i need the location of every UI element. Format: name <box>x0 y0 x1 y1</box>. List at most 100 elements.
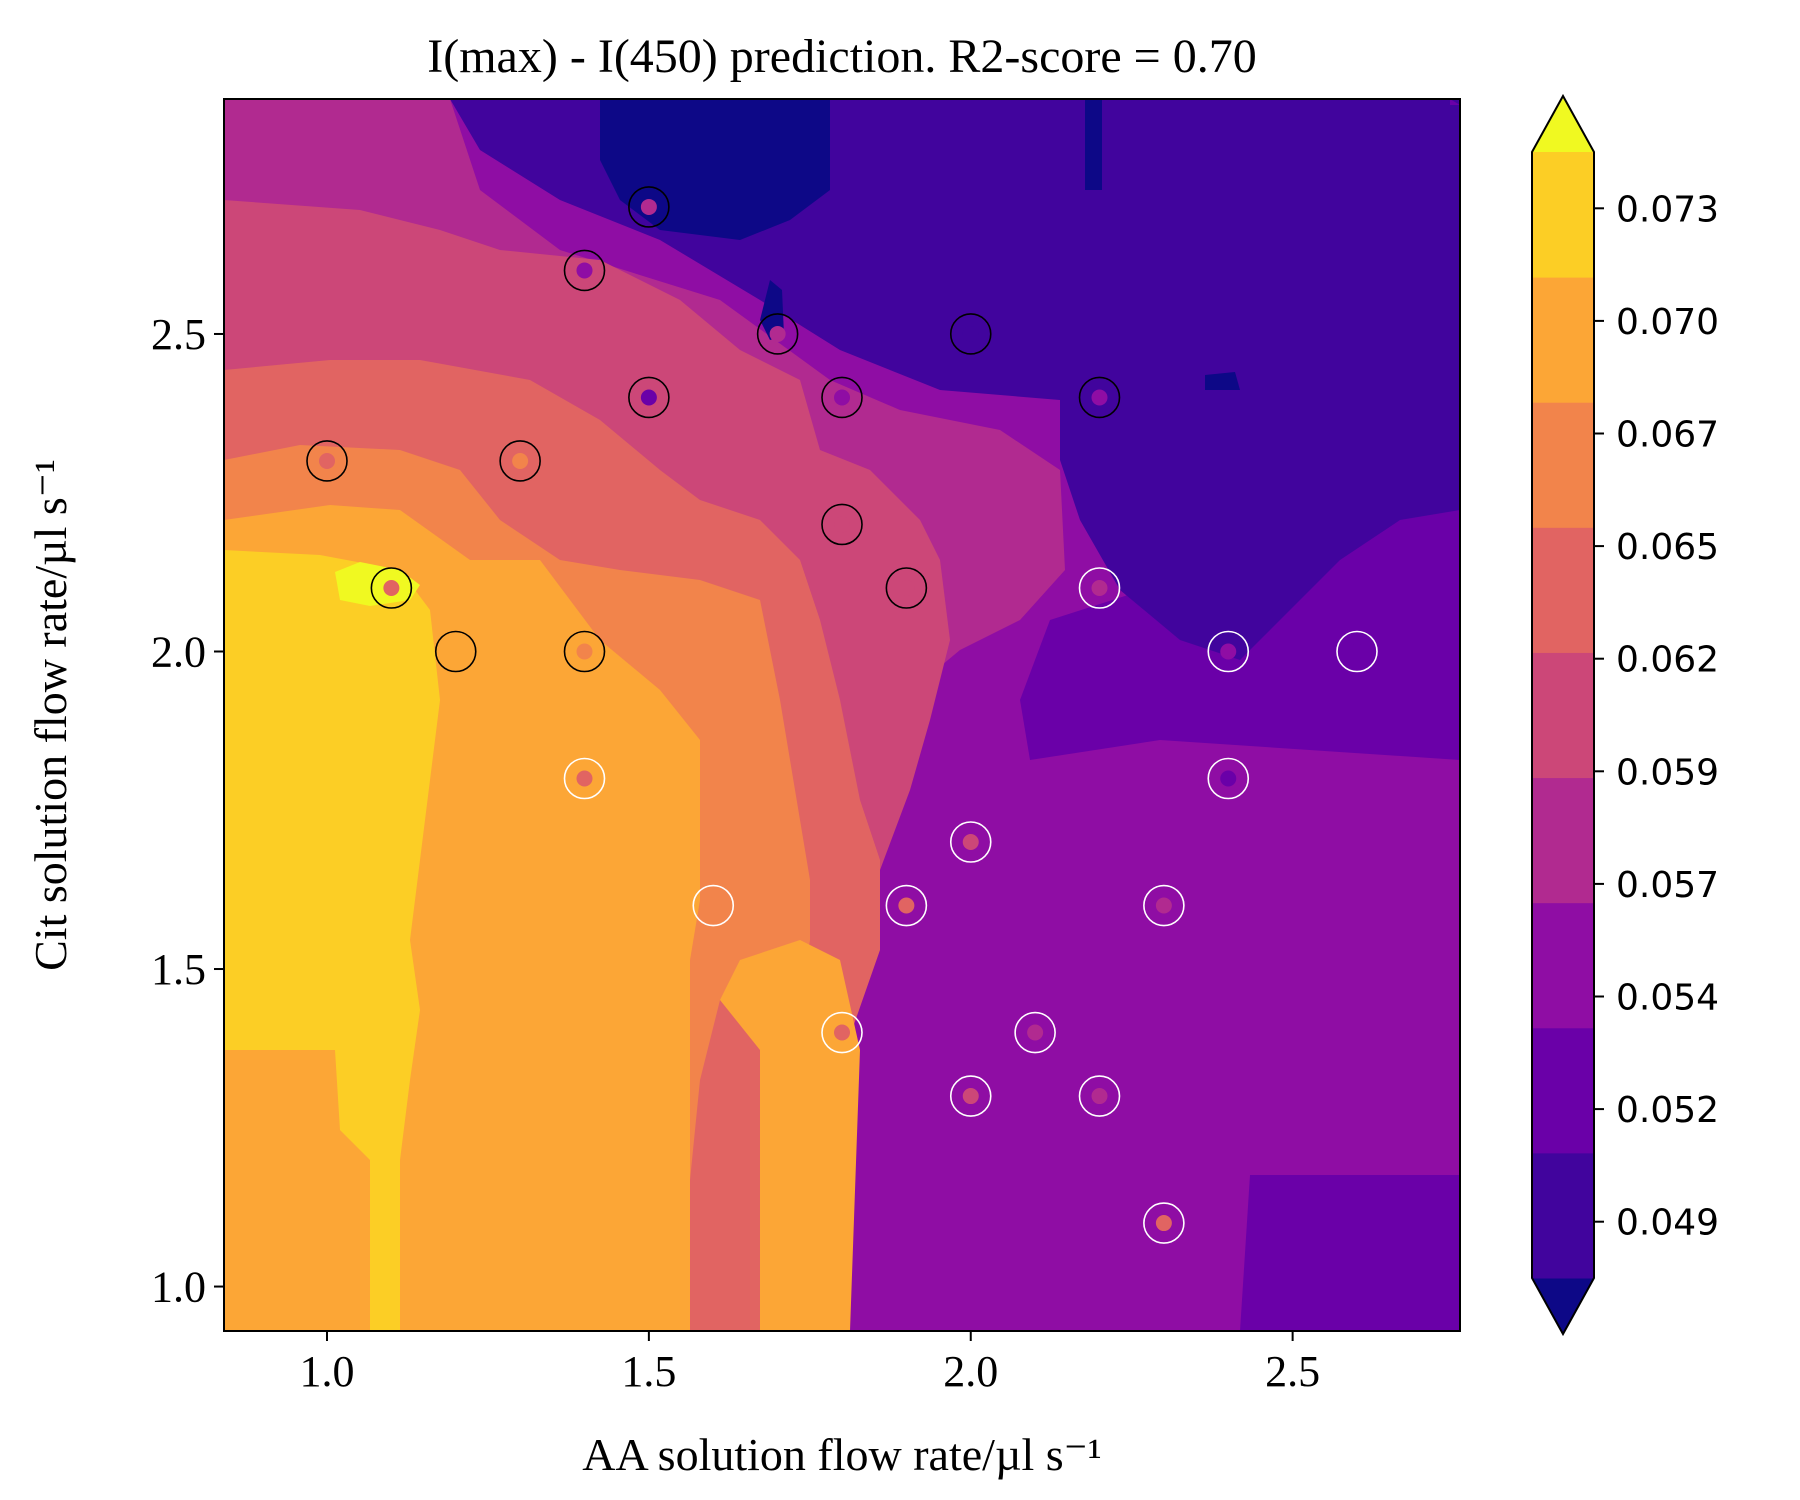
colorbar-band-4 <box>1532 652 1594 779</box>
y-tick-label-3: 2.5 <box>151 310 206 359</box>
point-15 <box>1220 643 1237 660</box>
point-ring-20 <box>692 884 735 927</box>
point-ring-25 <box>949 1075 992 1117</box>
contour-region-9 <box>224 550 440 1331</box>
contour-region-10 <box>335 562 420 606</box>
point-1 <box>383 579 400 596</box>
observation-points <box>306 186 1378 1244</box>
point-ring-24 <box>1014 1011 1056 1054</box>
x-tick-label-2: 2.0 <box>943 1347 998 1396</box>
point-23 <box>834 1024 850 1041</box>
point-ring-3 <box>499 440 541 482</box>
point-ring-5 <box>563 630 606 673</box>
colorbar-band-2 <box>1532 902 1594 1029</box>
colorbar-band-1 <box>1532 1027 1594 1154</box>
point-9 <box>834 389 850 406</box>
plot-frame <box>223 98 1461 1332</box>
point-26 <box>1091 1088 1108 1105</box>
point-5 <box>576 643 593 660</box>
point-ring-13 <box>1078 376 1121 419</box>
colorbar-band-3 <box>1532 777 1594 904</box>
contour-fill <box>224 99 1460 1331</box>
x-tick-label-1: 1.5 <box>621 1347 676 1396</box>
contour-region-1 <box>1020 440 1460 1331</box>
contour-pocket-2 <box>1085 99 1102 190</box>
colorbar-tick-label-8: 0.070 <box>1616 302 1719 343</box>
point-ring-4 <box>563 249 606 292</box>
plot-area <box>223 98 1461 1332</box>
point-27 <box>1155 1215 1172 1232</box>
colorbar-extend-top <box>1532 96 1594 152</box>
colorbar-band-7 <box>1532 277 1594 403</box>
point-ring-6 <box>628 186 670 228</box>
colorbar-tick-label-6: 0.065 <box>1616 527 1719 568</box>
point-ring-7 <box>628 376 670 419</box>
point-ring-15 <box>1207 630 1250 673</box>
colorbar-tick-label-9: 0.073 <box>1616 189 1719 230</box>
point-ring-23 <box>821 1011 863 1054</box>
point-ring-19 <box>949 821 992 863</box>
point-ring-10 <box>821 503 863 546</box>
point-4 <box>576 262 593 279</box>
colorbar-frame <box>1531 93 1595 1337</box>
point-ring-26 <box>1078 1075 1121 1117</box>
point-12 <box>962 325 979 342</box>
point-3 <box>512 452 529 469</box>
colorbar: 0.049 0.052 0.054 0.057 0.059 0.062 0.065 0.067… <box>1531 93 1719 1337</box>
point-ring-16 <box>1336 630 1378 673</box>
point-0 <box>319 452 335 469</box>
point-19 <box>962 834 979 851</box>
point-ring-1 <box>370 567 413 609</box>
point-ring-21 <box>885 884 928 927</box>
contour-pocket-5 <box>1450 99 1460 105</box>
contour-pocket-0 <box>450 99 1460 660</box>
point-18 <box>576 770 593 787</box>
point-21 <box>898 897 915 914</box>
point-22 <box>1155 897 1172 914</box>
point-7 <box>640 389 657 406</box>
x-tick-label-0: 1.0 <box>300 1347 355 1396</box>
point-25 <box>962 1088 979 1105</box>
point-20 <box>705 897 722 914</box>
contour-pocket-4 <box>1205 372 1240 390</box>
y-axis-label: Cit solution flow rate/µl s⁻¹ <box>25 459 76 971</box>
point-16 <box>1349 643 1365 660</box>
colorbar-band-8 <box>1532 152 1594 278</box>
point-14 <box>1091 579 1108 596</box>
colorbar-tick-label-0: 0.049 <box>1616 1203 1719 1244</box>
point-24 <box>1027 1024 1044 1041</box>
point-6 <box>640 198 657 215</box>
x-axis: 1.0 1.5 2.0 2.5 <box>300 1331 1320 1396</box>
colorbar-tick-label-3: 0.057 <box>1616 865 1719 906</box>
point-ring-18 <box>563 757 606 800</box>
colorbar-tick-label-2: 0.054 <box>1616 978 1719 1019</box>
point-ring-0 <box>306 440 348 482</box>
colorbar-tick-label-5: 0.062 <box>1616 640 1719 681</box>
x-axis-label: AA solution flow rate/µl s⁻¹ <box>582 1429 1101 1480</box>
point-ring-12 <box>949 313 992 355</box>
point-8 <box>769 325 786 342</box>
point-ring-27 <box>1143 1202 1185 1244</box>
colorbar-tick-label-7: 0.067 <box>1616 415 1719 456</box>
point-17 <box>1220 770 1237 787</box>
point-10 <box>834 516 850 533</box>
point-ring-17 <box>1207 757 1250 800</box>
x-tick-label-3: 2.5 <box>1265 1347 1320 1396</box>
point-13 <box>1091 389 1108 406</box>
point-ring-11 <box>885 567 928 609</box>
point-2 <box>447 643 464 660</box>
y-tick-label-0: 1.0 <box>151 1263 206 1312</box>
y-tick-label-2: 2.0 <box>151 627 206 676</box>
colorbar-band-0 <box>1532 1152 1594 1279</box>
y-tick-label-1: 1.5 <box>151 945 206 994</box>
contour-region-8 <box>720 940 860 1331</box>
point-ring-22 <box>1143 884 1185 927</box>
y-axis: 1.0 1.5 2.0 2.5 <box>151 310 224 1312</box>
chart-title: I(max) - I(450) prediction. R2-score = 0… <box>427 30 1256 83</box>
colorbar-band-6 <box>1532 402 1594 528</box>
colorbar-band-5 <box>1532 527 1594 653</box>
colorbar-tick-label-1: 0.052 <box>1616 1090 1719 1131</box>
contour-pocket-3 <box>760 280 784 340</box>
point-11 <box>898 579 915 596</box>
